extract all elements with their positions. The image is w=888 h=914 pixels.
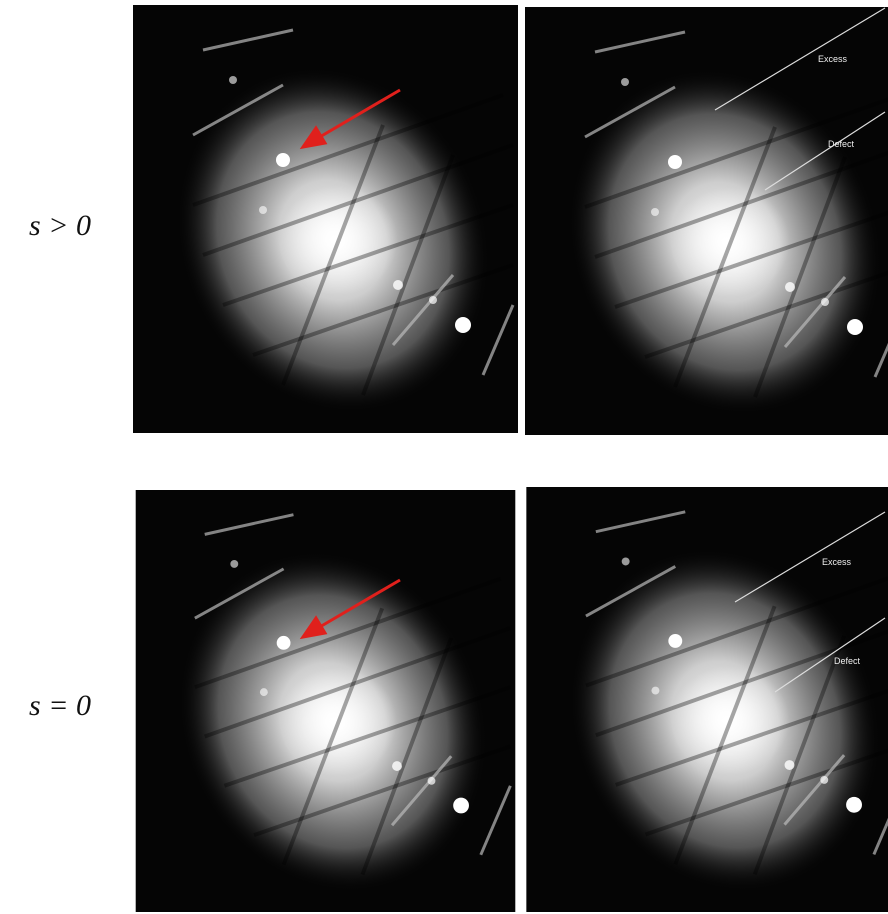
annotation: Defect <box>834 656 861 666</box>
annotation: Excess <box>818 54 848 64</box>
diffraction-image <box>126 490 540 914</box>
figure: s > 0 s = 0 Excess Defect Excess Defect <box>0 0 888 914</box>
annotation: Excess <box>822 557 852 567</box>
diffraction-image <box>123 5 543 462</box>
annotation: Defect <box>828 139 855 149</box>
diffraction-image <box>515 7 888 464</box>
page: s > 0 s = 0 Excess Defect Excess Defect … <box>0 0 888 914</box>
diffraction-image <box>517 487 888 914</box>
row-label: s > 0 <box>29 209 91 242</box>
row-label: s = 0 <box>29 689 91 722</box>
